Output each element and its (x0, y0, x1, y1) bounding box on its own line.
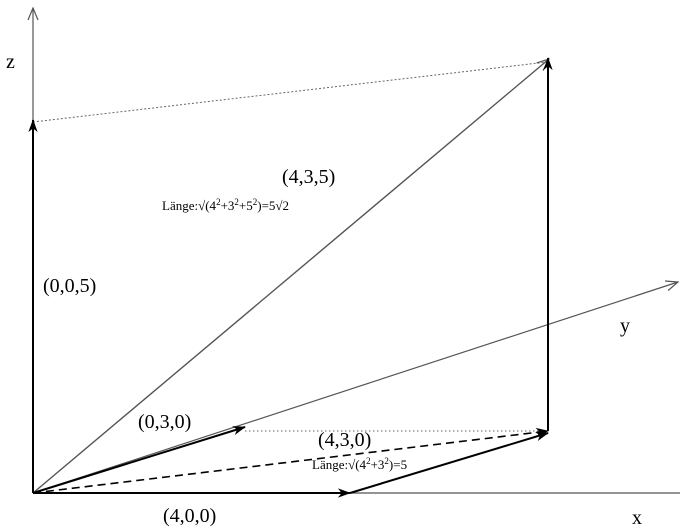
vector-400-label: (4,0,0) (163, 505, 216, 527)
vector-435-arrow (32, 59, 549, 494)
y-axis-label: y (620, 315, 630, 337)
vector-030-arrow (32, 426, 246, 494)
vector-435-label: (4,3,5) (282, 166, 335, 188)
y-axis (32, 282, 678, 494)
shifted-030-arrow (349, 432, 549, 494)
x-axis-label: x (632, 507, 642, 529)
z-axis-label: z (6, 51, 15, 73)
diagonal-430-dashed (32, 427, 549, 494)
length-435-label: Länge:√(42+32+52)=5√2 (162, 197, 289, 213)
top-dotted-guide (32, 61, 548, 123)
vector-430-label: (4,3,0) (318, 429, 371, 451)
vector-030-label: (0,3,0) (138, 411, 191, 433)
vector-005-label: (0,0,5) (43, 275, 96, 297)
length-430-label: Länge:√(42+32)=5 (312, 456, 407, 472)
